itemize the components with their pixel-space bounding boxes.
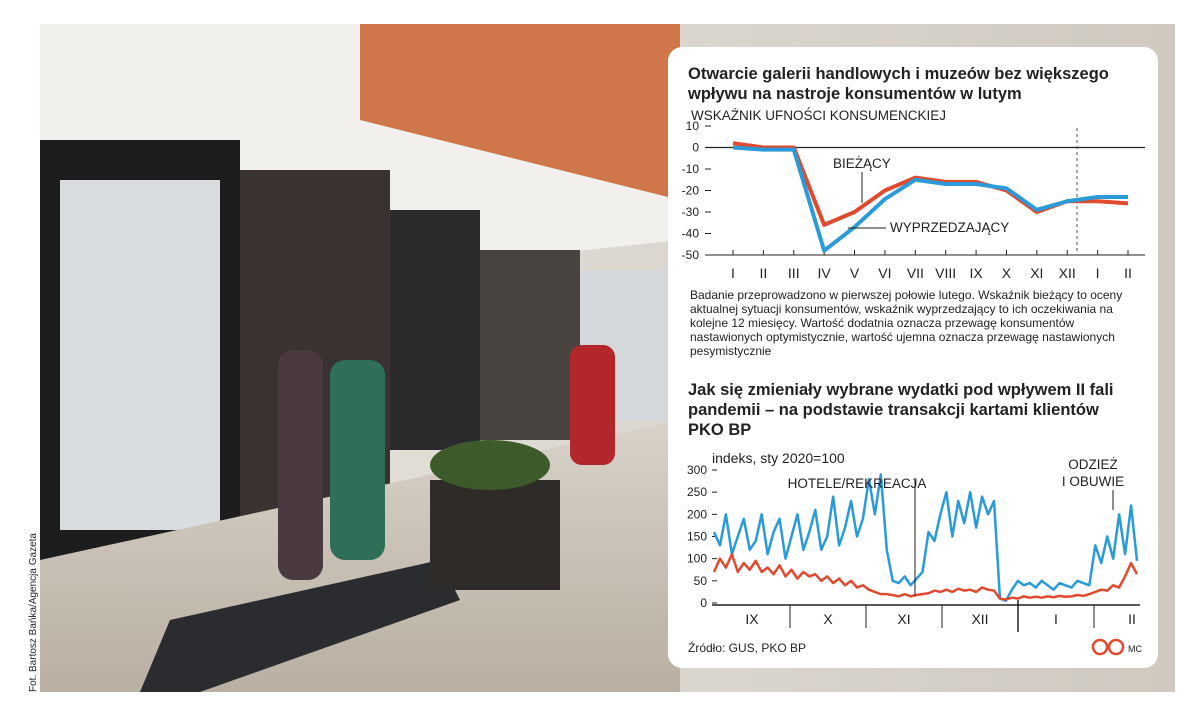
y-tick-label: 100 — [687, 552, 707, 566]
y-tick-label: 300 — [687, 463, 707, 477]
x-tick-label: VIII — [935, 265, 956, 281]
y-tick-label: 0 — [692, 141, 699, 155]
logo — [1091, 638, 1125, 656]
x-tick-label: XII — [971, 611, 988, 627]
series-label: BIEŻĄCY — [833, 156, 891, 171]
x-tick-label: XI — [1030, 265, 1043, 281]
y-tick-label: 10 — [686, 119, 700, 133]
y-tick-label: 50 — [694, 574, 708, 588]
x-tick-label: III — [788, 265, 800, 281]
x-tick-label: IX — [969, 265, 983, 281]
line — [712, 552, 1139, 601]
x-tick-label: I — [1054, 611, 1058, 627]
x-tick-label: II — [759, 265, 767, 281]
x-tick-label: I — [731, 265, 735, 281]
chart-title: Otwarcie galerii handlowych i muzeów bez… — [688, 65, 1109, 103]
x-tick-label: VI — [878, 265, 891, 281]
x-tick-label: XII — [1059, 265, 1076, 281]
y-tick-label: 250 — [687, 485, 707, 499]
x-tick-label: II — [1124, 265, 1132, 281]
series-label: WYPRZEDZAJĄCY — [890, 220, 1009, 235]
chart-title: Jak się zmieniały wybrane wydatki pod wp… — [688, 381, 1114, 439]
x-tick-label: IX — [745, 611, 759, 627]
annotation: HOTELE/REKREACJA — [788, 476, 927, 491]
panel — [668, 47, 1158, 668]
y-tick-label: -50 — [682, 248, 700, 262]
note: Badanie przeprowadzono w pierwszej połow… — [690, 288, 1123, 358]
y-tick-label: -30 — [682, 205, 700, 219]
y-tick-label: 200 — [687, 507, 707, 521]
x-tick-label: XI — [897, 611, 910, 627]
line — [732, 145, 1128, 253]
photo-credit: Fot. Bartosz Bańka/Agencja Gazeta — [28, 533, 39, 692]
y-tick-label: -10 — [682, 162, 700, 176]
source: Źródło: GUS, PKO BP — [688, 640, 806, 655]
x-tick-label: VII — [907, 265, 924, 281]
y-tick-label: -20 — [682, 184, 700, 198]
x-tick-label: I — [1096, 265, 1100, 281]
y-tick-label: 150 — [687, 530, 707, 544]
author: MC — [1128, 644, 1142, 654]
line — [712, 473, 1139, 603]
x-tick-label: V — [850, 265, 860, 281]
x-tick-label: IV — [818, 265, 832, 281]
annotation: I OBUWIE — [1062, 474, 1124, 489]
axis-label: indeks, sty 2020=100 — [712, 450, 845, 466]
x-tick-label: X — [823, 611, 833, 627]
y-tick-label: 0 — [700, 596, 707, 610]
x-tick-label: II — [1128, 611, 1136, 627]
axis-label: WSKAŹNIK UFNOŚCI KONSUMENCKIEJ — [691, 108, 946, 123]
annotation: ODZIEŻ — [1068, 457, 1118, 472]
x-tick-label: X — [1002, 265, 1012, 281]
y-tick-label: -40 — [682, 227, 700, 241]
